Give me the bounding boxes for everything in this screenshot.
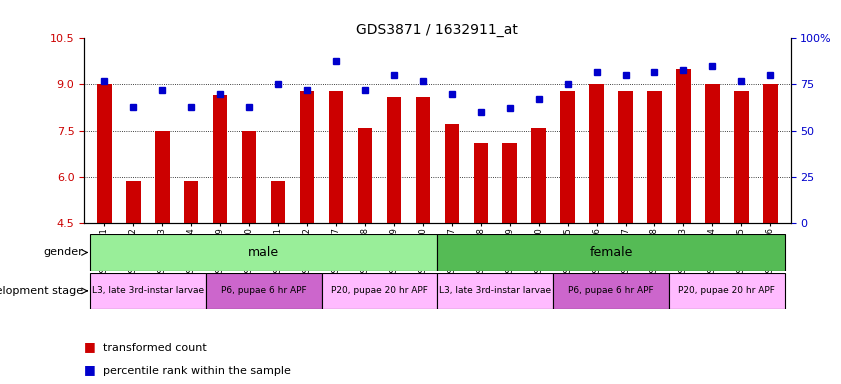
Bar xyxy=(473,143,488,223)
Bar xyxy=(560,91,575,223)
Bar xyxy=(271,181,285,223)
Bar xyxy=(206,273,321,309)
Text: P6, pupae 6 hr APF: P6, pupae 6 hr APF xyxy=(221,286,306,295)
Bar xyxy=(90,273,206,309)
Text: ■: ■ xyxy=(84,340,96,353)
Text: P20, pupae 20 hr APF: P20, pupae 20 hr APF xyxy=(331,286,428,295)
Bar xyxy=(357,128,373,223)
Bar xyxy=(387,98,401,223)
Bar xyxy=(445,124,459,223)
Bar xyxy=(437,273,553,309)
Text: L3, late 3rd-instar larvae: L3, late 3rd-instar larvae xyxy=(92,286,204,295)
Text: ■: ■ xyxy=(84,363,96,376)
Text: percentile rank within the sample: percentile rank within the sample xyxy=(103,366,290,376)
Bar xyxy=(415,98,430,223)
Bar xyxy=(329,91,343,223)
Text: P20, pupae 20 hr APF: P20, pupae 20 hr APF xyxy=(679,286,775,295)
Text: transformed count: transformed count xyxy=(103,343,206,353)
Bar xyxy=(321,273,437,309)
Bar xyxy=(553,273,669,309)
Bar xyxy=(590,84,604,223)
Text: female: female xyxy=(590,246,632,259)
Bar xyxy=(669,273,785,309)
Bar xyxy=(299,91,315,223)
Bar xyxy=(763,84,778,223)
Title: GDS3871 / 1632911_at: GDS3871 / 1632911_at xyxy=(357,23,518,37)
Bar xyxy=(155,131,170,223)
Bar xyxy=(213,95,227,223)
Text: gender: gender xyxy=(44,247,83,258)
Text: P6, pupae 6 hr APF: P6, pupae 6 hr APF xyxy=(569,286,653,295)
Bar xyxy=(532,128,546,223)
Bar xyxy=(184,181,198,223)
Text: male: male xyxy=(248,246,279,259)
Bar xyxy=(705,84,720,223)
Bar xyxy=(90,234,437,271)
Bar xyxy=(648,91,662,223)
Bar xyxy=(618,91,632,223)
Text: L3, late 3rd-instar larvae: L3, late 3rd-instar larvae xyxy=(439,286,552,295)
Bar xyxy=(97,84,112,223)
Bar xyxy=(734,91,748,223)
Bar xyxy=(242,131,257,223)
Bar xyxy=(126,181,140,223)
Bar xyxy=(676,69,690,223)
Bar xyxy=(502,143,517,223)
Text: development stage: development stage xyxy=(0,286,83,296)
Bar xyxy=(437,234,785,271)
